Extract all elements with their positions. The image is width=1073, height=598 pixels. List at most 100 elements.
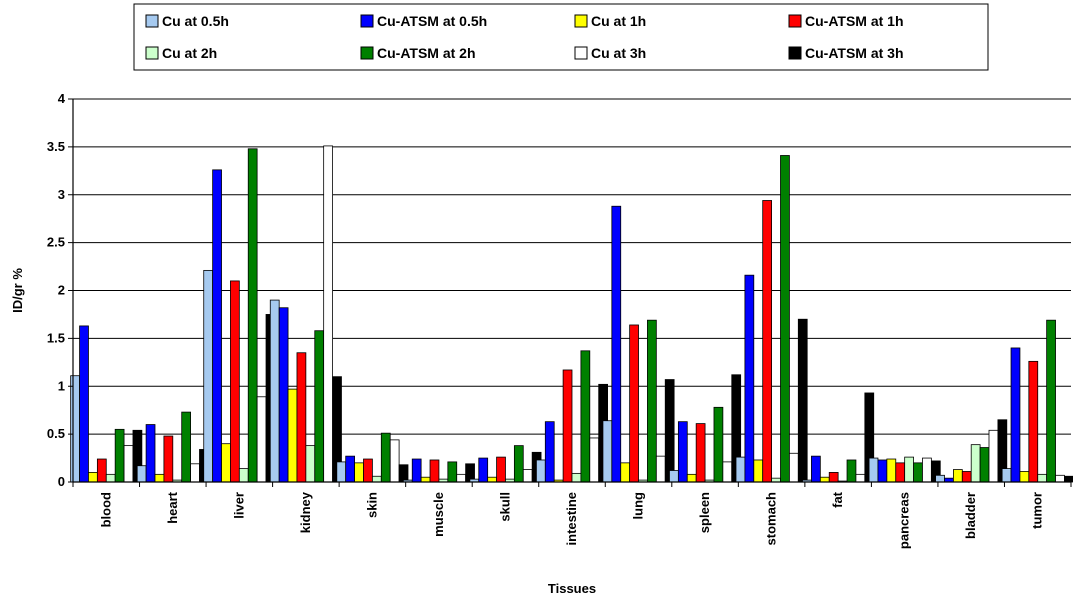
bar-intestine-0: [536, 459, 546, 483]
bar-liver-4: [238, 468, 249, 483]
legend-label: Cu at 3h: [591, 45, 646, 61]
bar-tumor-7: [1064, 475, 1073, 483]
x-category-label: pancreas: [897, 492, 912, 549]
bar-spleen-0: [669, 470, 679, 483]
legend-label: Cu-ATSM at 1h: [805, 13, 904, 29]
bar-heart-0: [136, 465, 147, 483]
bar-kidney-4: [305, 445, 316, 483]
y-axis-ticks: 0 0.5 1 1.5 2 2.5 3 3.5 4: [47, 91, 73, 489]
bar-tumor-3: [1028, 360, 1039, 483]
bar-bladder-5: [979, 447, 990, 483]
y-tick-label: 0.5: [47, 426, 65, 441]
bar-kidney-3: [296, 352, 307, 483]
bar-spleen-6: [722, 461, 733, 483]
x-category-label: skin: [364, 492, 379, 518]
x-category-label: liver: [231, 492, 246, 519]
y-tick-label: 3.5: [47, 139, 65, 154]
y-tick-label: 3: [58, 187, 65, 202]
bar-tumor-2: [1019, 471, 1030, 483]
bar-lung-0: [602, 420, 613, 483]
bar-heart-6: [190, 463, 200, 483]
bar-intestine-1: [544, 421, 555, 483]
bar-skin-5: [380, 432, 391, 483]
bar-stomach-0: [735, 456, 746, 483]
bar-skull-6: [522, 469, 533, 483]
legend-swatch: [574, 46, 588, 60]
bar-blood-5: [114, 428, 125, 483]
bar-lung-1: [611, 205, 622, 483]
bar-heart-2: [154, 473, 165, 483]
legend-label: Cu at 0.5h: [162, 13, 229, 29]
bar-kidney-5: [314, 330, 325, 483]
x-category-label: blood: [98, 492, 113, 527]
bar-muscle-5: [447, 461, 458, 483]
bar-pancreas-4: [904, 456, 914, 483]
legend-label: Cu at 2h: [162, 45, 217, 61]
x-category-label: lung: [631, 492, 646, 519]
bar-skin-1: [345, 455, 356, 483]
bar-intestine-3: [562, 369, 573, 483]
bar-stomach-1: [744, 274, 755, 483]
bar-fat-3: [828, 472, 839, 483]
bar-skull-5: [513, 445, 524, 483]
bar-liver-1: [212, 169, 222, 483]
bar-lung-6: [655, 455, 666, 483]
bar-pancreas-5: [913, 462, 923, 483]
bar-skin-6: [389, 439, 400, 483]
bar-pancreas-0: [868, 457, 879, 483]
bar-stomach-5: [780, 155, 790, 483]
bar-fat-5: [846, 459, 857, 483]
bar-muscle-2: [420, 476, 431, 483]
bar-blood-1: [79, 325, 89, 483]
legend-swatch: [360, 14, 374, 28]
x-category-label: fat: [830, 491, 845, 508]
bar-blood-0: [70, 375, 80, 483]
legend: Cu at 0.5h Cu-ATSM at 0.5h Cu at 1h Cu-ATSM…: [133, 3, 989, 71]
bar-pancreas-6: [922, 457, 932, 483]
bar-muscle-1: [411, 458, 422, 483]
bar-skull-1: [478, 457, 489, 483]
bar-blood-3: [96, 458, 107, 483]
bar-muscle-3: [429, 459, 440, 483]
bar-skin-0: [336, 461, 347, 483]
bar-lung-2: [620, 462, 631, 483]
legend-label: Cu-ATSM at 3h: [805, 45, 904, 61]
bar-skin-4: [371, 475, 382, 483]
x-axis-labels: blood heart liver kidney skin muscle skull inte…: [98, 491, 1044, 549]
y-tick-label: 2: [58, 283, 65, 298]
bar-skull-3: [496, 456, 506, 483]
bar-liver-2: [221, 443, 231, 483]
legend-swatch: [788, 46, 802, 60]
bar-bladder-0: [935, 474, 945, 483]
x-category-label: stomach: [764, 492, 779, 546]
bar-skin-3: [363, 458, 373, 483]
x-category-label: kidney: [298, 491, 313, 533]
legend-swatch: [574, 14, 588, 28]
legend-label: Cu-ATSM at 0.5h: [377, 13, 487, 29]
x-category-label: skull: [497, 492, 512, 522]
bar-lung-5: [647, 319, 657, 483]
bar-spleen-3: [695, 423, 706, 483]
bar-kidney-0: [269, 299, 280, 483]
bar-tumor-0: [1001, 468, 1012, 483]
bar-stomach-7: [797, 318, 808, 483]
y-tick-label: 0: [58, 474, 65, 489]
bar-liver-5: [247, 148, 258, 483]
bar-heart-1: [145, 424, 156, 483]
bar-lung-3: [629, 324, 639, 483]
bar-tumor-4: [1037, 473, 1048, 483]
bar-spleen-1: [677, 421, 688, 483]
bar-intestine-4: [571, 472, 582, 483]
bar-lung-7: [664, 379, 675, 483]
bar-bladder-3: [961, 471, 972, 483]
bar-stomach-2: [753, 459, 764, 483]
x-axis-title: Tissues: [548, 581, 596, 596]
legend-swatch: [145, 14, 159, 28]
bar-blood-2: [88, 472, 98, 483]
legend-swatch: [788, 14, 802, 28]
bar-fat-2: [819, 476, 830, 483]
y-tick-label: 1.5: [47, 330, 65, 345]
bar-skin-2: [354, 462, 364, 483]
bar-heart-3: [163, 435, 174, 483]
